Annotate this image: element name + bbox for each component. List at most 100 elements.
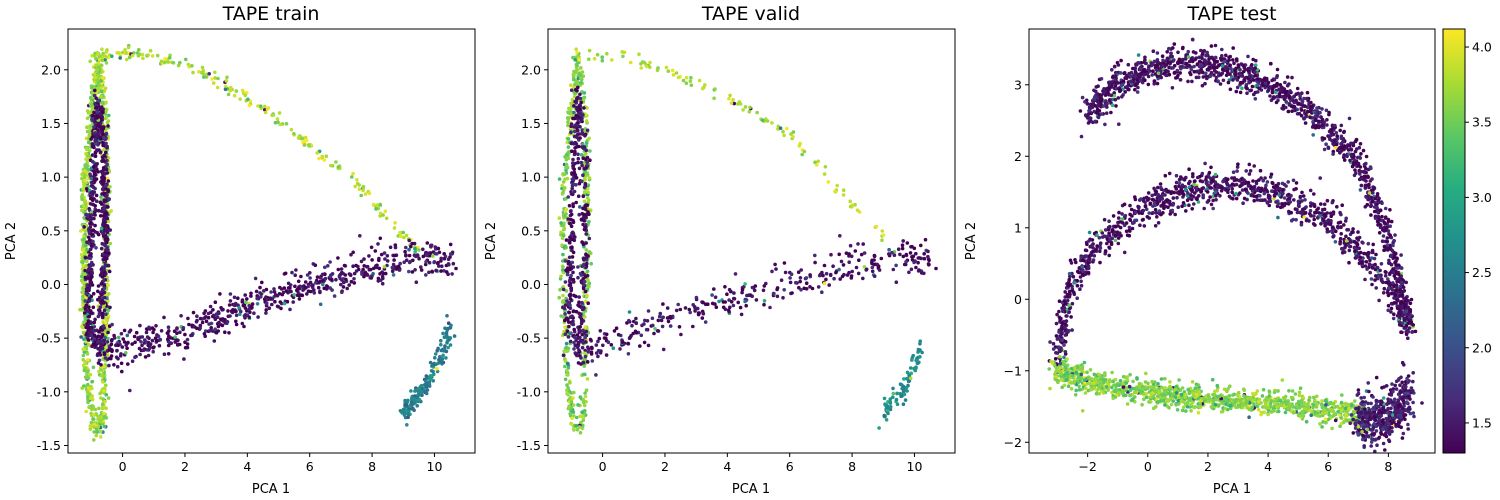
scatter-point bbox=[352, 281, 357, 285]
scatter-point bbox=[94, 63, 98, 67]
scatter-point bbox=[820, 290, 824, 295]
scatter-point bbox=[1377, 231, 1382, 235]
scatter-point bbox=[362, 257, 366, 261]
scatter-point bbox=[191, 310, 196, 315]
scatter-point bbox=[91, 202, 95, 207]
scatter-point bbox=[105, 120, 110, 125]
scatter-point bbox=[847, 252, 851, 256]
scatter-point bbox=[227, 303, 232, 307]
scatter-point bbox=[99, 113, 104, 118]
scatter-point bbox=[385, 259, 390, 263]
scatter-point bbox=[382, 251, 387, 255]
scatter-point bbox=[79, 278, 84, 283]
scatter-point bbox=[582, 91, 587, 95]
scatter-point bbox=[304, 286, 308, 290]
scatter-point bbox=[227, 331, 231, 335]
scatter-point bbox=[84, 157, 88, 161]
scatter-point bbox=[258, 285, 262, 290]
scatter-point bbox=[581, 423, 585, 428]
scatter-point bbox=[273, 299, 277, 304]
scatter-point bbox=[918, 339, 922, 344]
scatter-point bbox=[583, 315, 587, 319]
scatter-point bbox=[573, 351, 578, 355]
scatter-point bbox=[162, 315, 166, 320]
scatter-point bbox=[582, 199, 587, 204]
scatter-point bbox=[1119, 58, 1123, 63]
scatter-point bbox=[750, 285, 755, 290]
scatter-point bbox=[93, 154, 98, 158]
scatter-point bbox=[411, 402, 415, 406]
scatter-point bbox=[240, 321, 245, 326]
scatter-point bbox=[86, 268, 91, 272]
scatter-point bbox=[810, 286, 815, 291]
x-tick-label: 2 bbox=[181, 459, 189, 474]
scatter-point bbox=[86, 319, 91, 323]
scatter-point bbox=[94, 412, 99, 417]
scatter-point bbox=[651, 323, 655, 328]
scatter-point bbox=[573, 149, 577, 154]
scatter-point bbox=[253, 276, 258, 281]
scatter-point bbox=[452, 334, 457, 338]
scatter-point bbox=[363, 192, 368, 196]
scatter-point bbox=[318, 289, 322, 294]
scatter-point bbox=[289, 127, 294, 132]
scatter-point bbox=[833, 189, 837, 194]
scatter-point bbox=[583, 181, 588, 186]
scatter-point bbox=[577, 348, 581, 352]
scatter-point bbox=[557, 177, 562, 181]
scatter-point bbox=[436, 260, 440, 265]
scatter-point bbox=[198, 316, 203, 321]
scatter-point bbox=[108, 228, 112, 232]
scatter-point bbox=[124, 51, 129, 55]
scatter-point bbox=[108, 305, 112, 310]
scatter-point bbox=[102, 411, 106, 416]
scatter-point bbox=[221, 319, 226, 323]
scatter-point bbox=[151, 349, 155, 354]
scatter-point bbox=[568, 293, 572, 298]
scatter-point bbox=[1143, 55, 1147, 60]
scatter-point bbox=[574, 423, 579, 428]
scatter-point bbox=[211, 313, 216, 318]
scatter-point bbox=[84, 147, 89, 151]
scatter-point bbox=[124, 351, 128, 355]
scatter-point bbox=[694, 295, 699, 300]
scatter-point bbox=[424, 253, 429, 258]
scatter-point bbox=[583, 134, 587, 138]
scatter-point bbox=[569, 217, 573, 222]
scatter-point bbox=[202, 75, 206, 79]
scatter-point bbox=[569, 190, 573, 194]
scatter-point bbox=[101, 380, 105, 384]
scatter-point bbox=[573, 58, 577, 62]
scatter-point bbox=[1278, 83, 1283, 87]
scatter-point bbox=[318, 302, 323, 307]
scatter-point bbox=[84, 166, 88, 170]
scatter-point bbox=[813, 260, 817, 265]
scatter-point bbox=[579, 153, 584, 157]
scatter-point bbox=[563, 318, 567, 323]
scatter-point bbox=[1133, 87, 1137, 92]
scatter-point bbox=[728, 305, 732, 310]
scatter-point bbox=[143, 338, 147, 342]
scatter-point bbox=[882, 413, 887, 418]
scatter-point bbox=[81, 286, 85, 291]
scatter-point bbox=[190, 323, 194, 328]
scatter-point bbox=[568, 331, 572, 336]
scatter-point bbox=[258, 104, 263, 108]
scatter-point bbox=[421, 247, 425, 252]
scatter-point bbox=[826, 180, 831, 184]
scatter-point bbox=[83, 178, 88, 183]
scatter-point bbox=[822, 281, 827, 286]
scatter-point bbox=[214, 330, 219, 335]
scatter-point bbox=[572, 167, 576, 171]
scatter-point bbox=[775, 287, 779, 292]
scatter-point bbox=[1277, 92, 1282, 96]
scatter-point bbox=[81, 363, 86, 368]
scatter-point bbox=[102, 191, 106, 196]
scatter-point bbox=[214, 312, 219, 316]
scatter-point bbox=[1197, 55, 1201, 60]
scatter-point bbox=[587, 220, 591, 224]
scatter-point bbox=[370, 258, 374, 262]
scatter-point bbox=[916, 260, 920, 265]
scatter-point bbox=[576, 275, 580, 280]
scatter-point bbox=[93, 131, 97, 135]
